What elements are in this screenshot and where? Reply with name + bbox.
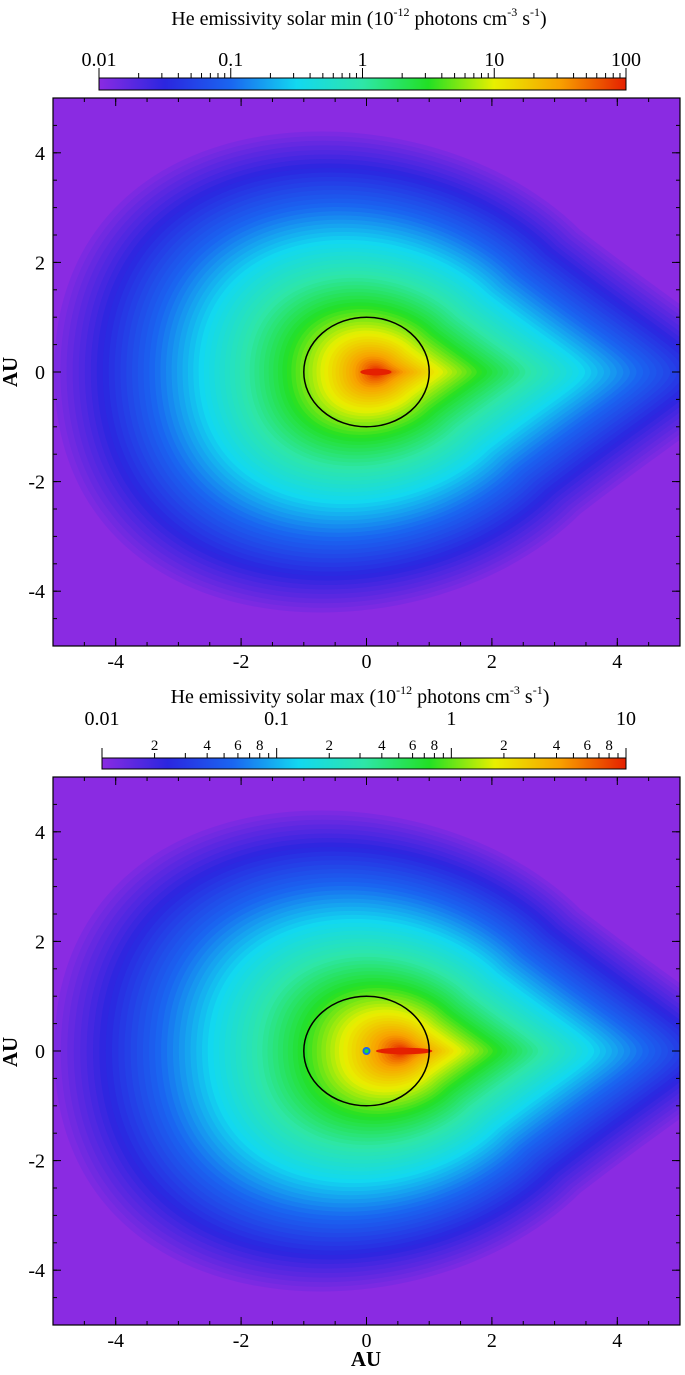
colorbar-tick-label: 1 (358, 49, 368, 71)
top-colorbar: 0.01 0.1 1 10 100 (82, 49, 641, 91)
bottom-colorbar-title: He emissivity solar max (10-12 photons c… (171, 683, 550, 708)
bottom-x-axis-label: AU (351, 1347, 381, 1371)
colorbar-minor-label: 8 (431, 738, 439, 754)
earth-orbit-circle (303, 316, 430, 428)
colorbar-minor-label: 6 (584, 738, 592, 754)
x-tick-label: -2 (233, 651, 250, 673)
top-heatmap-panel: 4 2 0 -2 -4 -4 -2 0 2 4 (28, 97, 681, 673)
x-tick-label: 4 (612, 1330, 622, 1352)
colorbar-tick-label: 10 (484, 49, 504, 71)
colorbar-minor-label: 2 (500, 738, 508, 754)
colorbar-minor-label: 2 (325, 738, 333, 754)
colorbar-tick-label: 0.01 (85, 708, 120, 730)
x-tick-label: -4 (107, 1330, 124, 1352)
sun-marker (364, 1049, 369, 1053)
colorbar-tick-label: 10 (616, 708, 636, 730)
x-tick-label: 2 (487, 651, 497, 673)
x-tick-label: 0 (362, 651, 372, 673)
top-y-axis-label: AU (0, 357, 22, 387)
emissivity-peak (360, 368, 392, 376)
bottom-colorbar: 0.01 0.1 1 102 4 6 8 2 4 6 8 2 4 6 8 (85, 708, 636, 770)
colorbar-minor-label: 6 (409, 738, 417, 754)
bottom-y-axis-label: AU (0, 1037, 22, 1067)
colorbar-tick-label: 100 (611, 49, 641, 71)
y-tick-label: 4 (35, 822, 45, 844)
y-tick-label: 2 (35, 252, 45, 274)
colorbar-minor-label: 2 (151, 738, 159, 754)
colorbar-gradient (98, 77, 627, 91)
x-tick-label: 0 (362, 1330, 372, 1352)
colorbar-minor-label: 8 (256, 738, 264, 754)
colorbar-tick-label: 0.01 (82, 49, 117, 71)
bottom-heatmap-panel: 4 2 0 -2 -4 -4 -2 0 2 4 (28, 776, 681, 1352)
colorbar-minor-label: 4 (203, 738, 211, 754)
y-tick-label: -2 (28, 472, 45, 494)
y-tick-label: 0 (35, 362, 45, 384)
colorbar-minor-label: 6 (234, 738, 242, 754)
x-tick-label: 2 (487, 1330, 497, 1352)
colorbar-minor-label: 4 (553, 738, 561, 754)
earth-orbit-circle (303, 995, 430, 1107)
colorbar-gradient (101, 757, 627, 770)
y-tick-label: -4 (28, 1260, 45, 1282)
colorbar-tick-label: 0.1 (218, 49, 243, 71)
top-colorbar-title: He emissivity solar min (10-12 photons c… (171, 5, 546, 30)
x-tick-label: 4 (612, 651, 622, 673)
y-tick-label: -2 (28, 1151, 45, 1173)
y-tick-label: 2 (35, 931, 45, 953)
emissivity-peak (375, 1047, 433, 1055)
x-tick-label: -2 (233, 1330, 250, 1352)
y-tick-label: 4 (35, 143, 45, 165)
y-tick-label: -4 (28, 581, 45, 603)
colorbar-tick-label: 1 (446, 708, 456, 730)
colorbar-tick-label: 0.1 (264, 708, 289, 730)
emissivity-field (53, 98, 680, 646)
colorbar-minor-label: 8 (605, 738, 613, 754)
colorbar-minor-label: 4 (378, 738, 386, 754)
x-tick-label: -4 (107, 651, 124, 673)
y-tick-label: 0 (35, 1041, 45, 1063)
emissivity-field (53, 777, 680, 1325)
